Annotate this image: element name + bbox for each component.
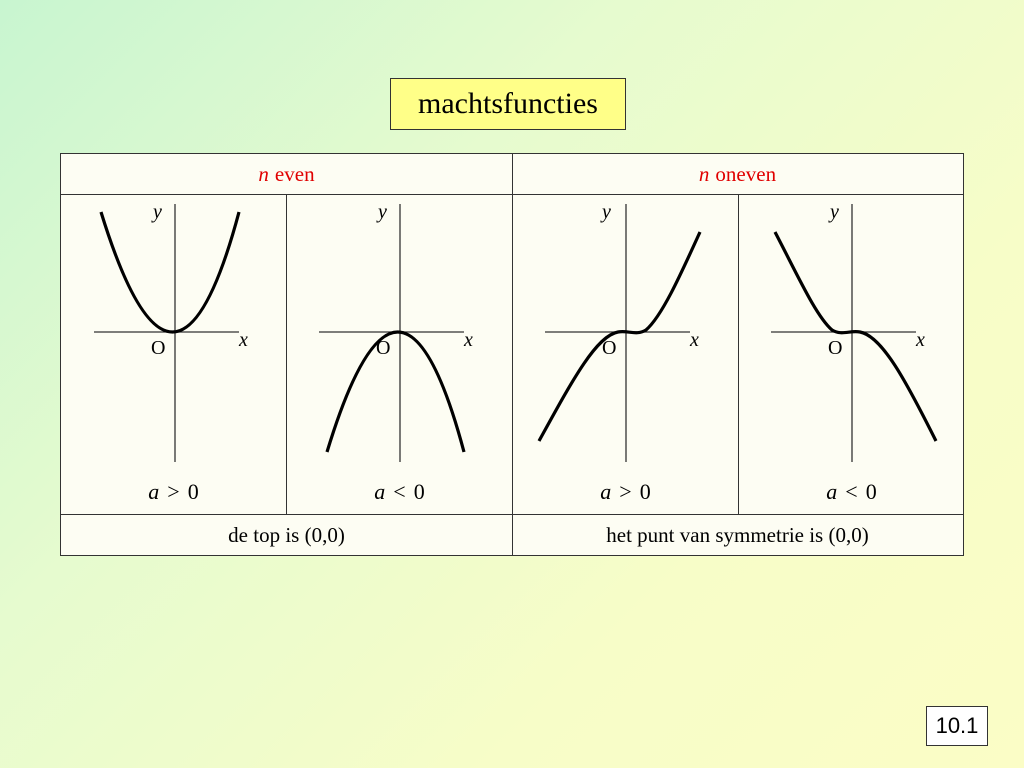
header-label: even — [274, 161, 315, 186]
slide-title: machtsfuncties — [390, 78, 626, 130]
footer-even: de top is (0,0) — [228, 522, 345, 547]
cond-val: 0 — [187, 479, 199, 504]
x-label: x — [463, 329, 473, 351]
curve — [99, 211, 241, 334]
cell-divider-right — [738, 195, 739, 515]
graph-even-positive: y x O — [94, 201, 248, 462]
cond-op: > — [167, 479, 180, 504]
cond-op: > — [619, 479, 632, 504]
origin-label: O — [151, 337, 165, 359]
header-n-even: n even — [61, 154, 512, 195]
condition-label: a >0 — [513, 479, 738, 505]
cond-val: 0 — [413, 479, 425, 504]
y-label: y — [376, 201, 387, 223]
y-label: y — [151, 201, 162, 223]
origin-label: O — [828, 337, 842, 359]
graph-even-negative: y x O — [319, 201, 473, 462]
power-functions-table: n even n oneven y x O y x O y x O — [60, 153, 964, 556]
main-divider — [512, 154, 513, 555]
cond-var: a — [826, 479, 838, 504]
condition-label: a <0 — [739, 479, 964, 505]
cond-var: a — [148, 479, 160, 504]
header-n-odd: n oneven — [512, 154, 963, 195]
cond-op: < — [845, 479, 858, 504]
x-label: x — [238, 329, 248, 351]
y-label: y — [600, 201, 611, 223]
header-var: n — [698, 161, 710, 186]
condition-label: a <0 — [287, 479, 512, 505]
page-number: 10.1 — [926, 706, 988, 746]
cond-val: 0 — [865, 479, 877, 504]
footer-odd: het punt van symmetrie is (0,0) — [606, 522, 869, 547]
x-label: x — [689, 329, 699, 351]
curve — [325, 330, 466, 453]
origin-label: O — [376, 337, 390, 359]
curve — [537, 231, 702, 442]
footer-divider — [61, 514, 963, 515]
curve — [773, 231, 938, 442]
cond-var: a — [374, 479, 386, 504]
x-label: x — [915, 329, 925, 351]
graph-odd-positive: y x O — [537, 201, 702, 462]
cond-var: a — [600, 479, 612, 504]
graph-odd-negative: y x O — [771, 201, 938, 462]
header-var: n — [258, 161, 269, 186]
y-label: y — [828, 201, 839, 223]
header-label: oneven — [715, 161, 777, 186]
condition-label: a >0 — [61, 479, 286, 505]
cond-op: < — [393, 479, 406, 504]
cond-val: 0 — [639, 479, 651, 504]
cell-divider-left — [286, 195, 287, 515]
origin-label: O — [602, 337, 616, 359]
